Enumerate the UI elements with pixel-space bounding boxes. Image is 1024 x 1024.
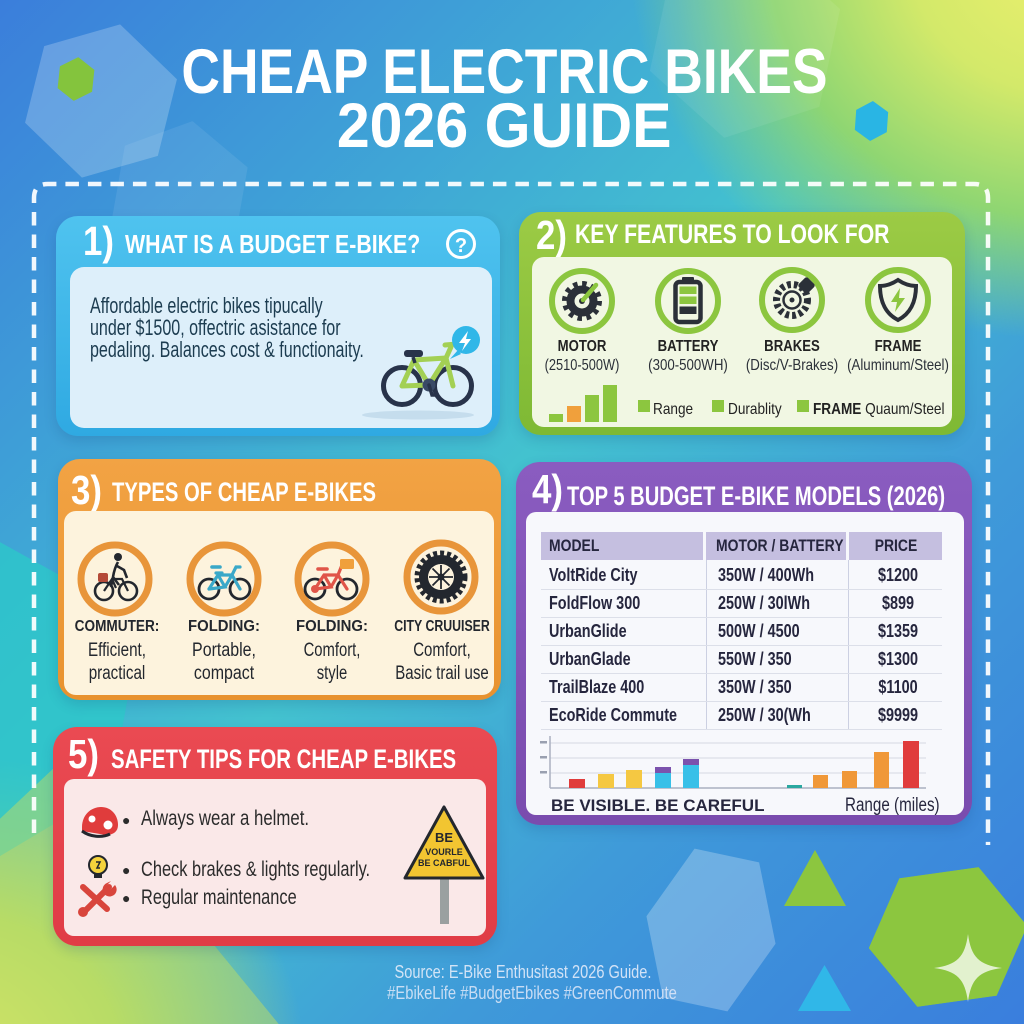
- svg-text:BE: BE: [435, 830, 453, 845]
- svg-text:BE CABFUL: BE CABFUL: [418, 858, 470, 868]
- svg-text:VOURLE: VOURLE: [425, 847, 463, 857]
